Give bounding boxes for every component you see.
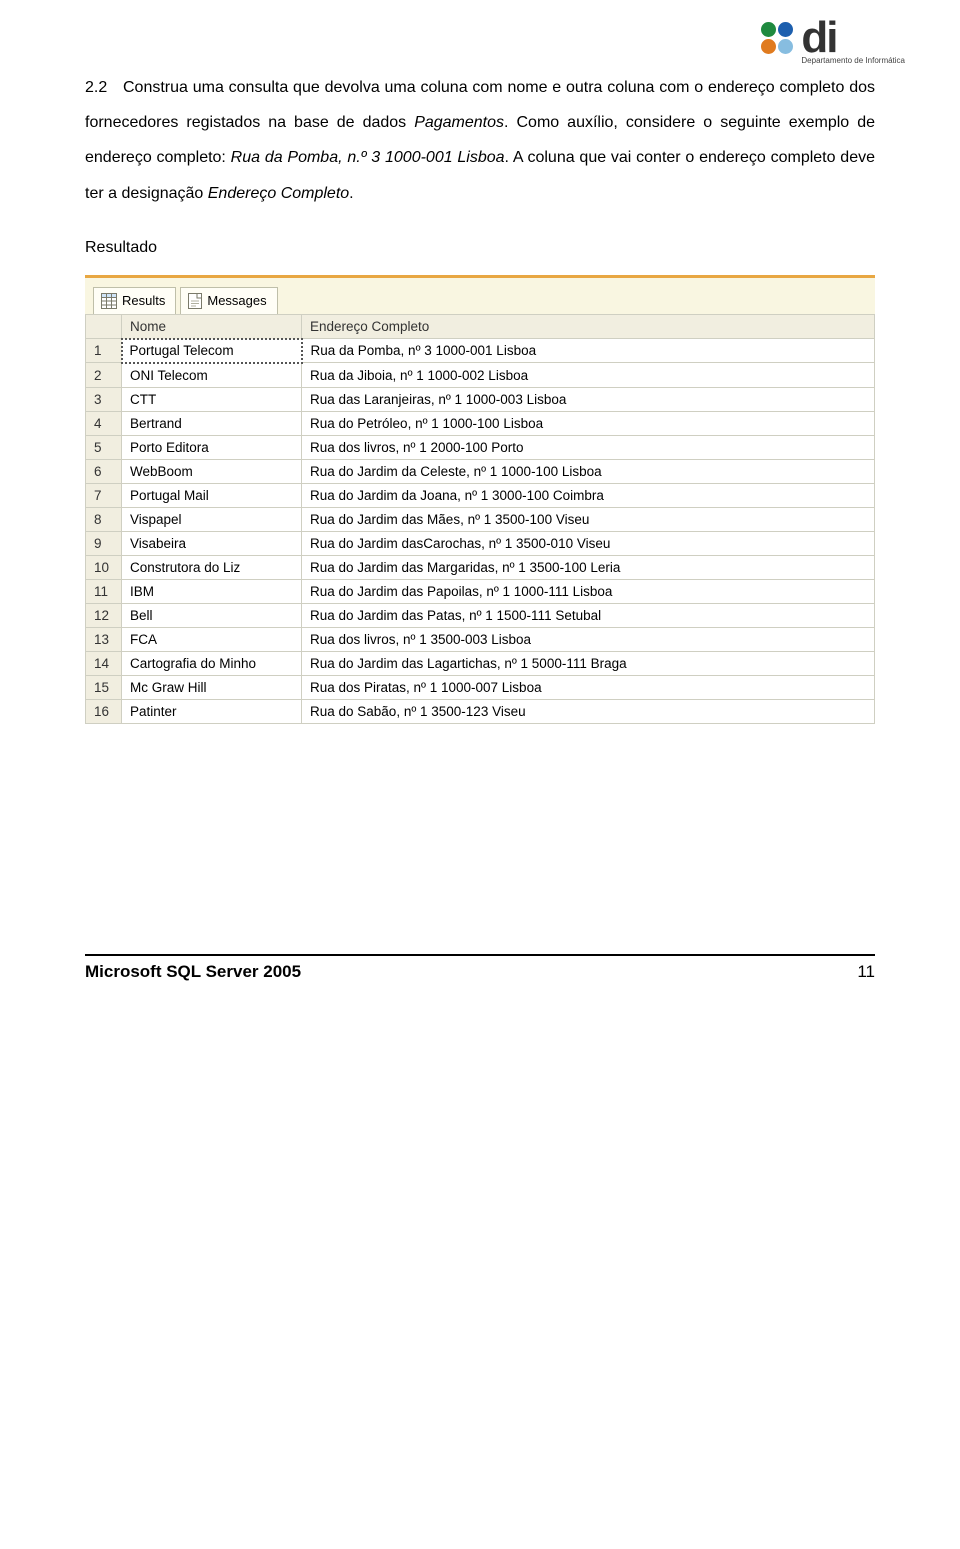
col-endereco[interactable]: Endereço Completo	[302, 314, 875, 339]
footer-page-number: 11	[857, 962, 875, 982]
resultado-heading: Resultado	[85, 239, 875, 257]
cell-endereco[interactable]: Rua do Jardim da Joana, nº 1 3000-100 Co…	[302, 483, 875, 507]
table-row: 3CTTRua das Laranjeiras, nº 1 1000-003 L…	[86, 387, 875, 411]
logo-mark	[761, 22, 795, 54]
row-number[interactable]: 2	[86, 363, 122, 388]
cell-nome[interactable]: FCA	[122, 627, 302, 651]
row-number[interactable]: 9	[86, 531, 122, 555]
table-row: 7Portugal MailRua do Jardim da Joana, nº…	[86, 483, 875, 507]
row-number[interactable]: 3	[86, 387, 122, 411]
p-i1: Pagamentos	[414, 114, 504, 131]
row-number[interactable]: 6	[86, 459, 122, 483]
page-footer: Microsoft SQL Server 2005 11	[85, 954, 875, 982]
cell-endereco[interactable]: Rua do Jardim das Mães, nº 1 3500-100 Vi…	[302, 507, 875, 531]
cell-nome[interactable]: Portugal Telecom	[122, 339, 302, 363]
cell-nome[interactable]: CTT	[122, 387, 302, 411]
p-i2: Rua da Pomba, n.º 3 1000-001 Lisboa	[231, 149, 505, 166]
cell-nome[interactable]: Construtora do Liz	[122, 555, 302, 579]
results-grid: Nome Endereço Completo 1Portugal Telecom…	[85, 314, 875, 724]
table-row: 4BertrandRua do Petróleo, nº 1 1000-100 …	[86, 411, 875, 435]
table-row: 10Construtora do LizRua do Jardim das Ma…	[86, 555, 875, 579]
header-row: Nome Endereço Completo	[86, 314, 875, 339]
cell-nome[interactable]: Patinter	[122, 699, 302, 723]
logo: di Departamento de Informática	[761, 18, 905, 65]
cell-nome[interactable]: Bell	[122, 603, 302, 627]
row-number[interactable]: 11	[86, 579, 122, 603]
results-grid-icon	[101, 293, 117, 309]
cell-nome[interactable]: Portugal Mail	[122, 483, 302, 507]
row-number[interactable]: 15	[86, 675, 122, 699]
row-number[interactable]: 7	[86, 483, 122, 507]
cell-endereco[interactable]: Rua da Pomba, nº 3 1000-001 Lisboa	[302, 339, 875, 363]
cell-nome[interactable]: ONI Telecom	[122, 363, 302, 388]
tab-results[interactable]: Results	[93, 287, 176, 314]
table-row: 16PatinterRua do Sabão, nº 1 3500-123 Vi…	[86, 699, 875, 723]
table-row: 14Cartografia do MinhoRua do Jardim das …	[86, 651, 875, 675]
p-t4: .	[349, 185, 353, 202]
col-nome[interactable]: Nome	[122, 314, 302, 339]
tab-messages[interactable]: Messages	[180, 287, 277, 314]
logo-dot-3	[761, 39, 776, 54]
p-i3: Endereço Completo	[208, 185, 349, 202]
cell-endereco[interactable]: Rua do Jardim das Patas, nº 1 1500-111 S…	[302, 603, 875, 627]
row-number[interactable]: 16	[86, 699, 122, 723]
cell-endereco[interactable]: Rua do Jardim das Margaridas, nº 1 3500-…	[302, 555, 875, 579]
ssms-results-pane: Results Messages Nome Endereço Completo …	[85, 275, 875, 724]
row-number[interactable]: 13	[86, 627, 122, 651]
table-row: 2ONI TelecomRua da Jiboia, nº 1 1000-002…	[86, 363, 875, 388]
table-row: 12BellRua do Jardim das Patas, nº 1 1500…	[86, 603, 875, 627]
cell-endereco[interactable]: Rua do Sabão, nº 1 3500-123 Viseu	[302, 699, 875, 723]
logo-big: di	[801, 18, 905, 58]
logo-dot-4	[778, 39, 793, 54]
row-number[interactable]: 4	[86, 411, 122, 435]
table-row: 1Portugal TelecomRua da Pomba, nº 3 1000…	[86, 339, 875, 363]
tab-messages-label: Messages	[207, 293, 266, 308]
row-number[interactable]: 14	[86, 651, 122, 675]
cell-endereco[interactable]: Rua do Jardim da Celeste, nº 1 1000-100 …	[302, 459, 875, 483]
footer-left: Microsoft SQL Server 2005	[85, 962, 301, 982]
cell-endereco[interactable]: Rua do Jardim das Lagartichas, nº 1 5000…	[302, 651, 875, 675]
cell-nome[interactable]: Mc Graw Hill	[122, 675, 302, 699]
cell-nome[interactable]: Visabeira	[122, 531, 302, 555]
cell-endereco[interactable]: Rua das Laranjeiras, nº 1 1000-003 Lisbo…	[302, 387, 875, 411]
logo-dot-2	[778, 22, 793, 37]
row-number[interactable]: 8	[86, 507, 122, 531]
exercise-number: 2.2	[85, 70, 123, 105]
logo-sub: Departamento de Informática	[801, 56, 905, 65]
cell-nome[interactable]: WebBoom	[122, 459, 302, 483]
table-row: 15Mc Graw HillRua dos Piratas, nº 1 1000…	[86, 675, 875, 699]
messages-page-icon	[188, 293, 202, 309]
logo-text: di Departamento de Informática	[801, 18, 905, 65]
table-row: 6WebBoomRua do Jardim da Celeste, nº 1 1…	[86, 459, 875, 483]
tab-results-label: Results	[122, 293, 165, 308]
cell-nome[interactable]: Bertrand	[122, 411, 302, 435]
row-number[interactable]: 12	[86, 603, 122, 627]
cell-endereco[interactable]: Rua dos livros, nº 1 2000-100 Porto	[302, 435, 875, 459]
exercise-text: 2.2Construa uma consulta que devolva uma…	[85, 70, 875, 211]
tabs-bar: Results Messages	[85, 278, 875, 314]
row-number[interactable]: 5	[86, 435, 122, 459]
cell-nome[interactable]: IBM	[122, 579, 302, 603]
cell-nome[interactable]: Cartografia do Minho	[122, 651, 302, 675]
cell-endereco[interactable]: Rua do Jardim das Papoilas, nº 1 1000-11…	[302, 579, 875, 603]
table-row: 11IBMRua do Jardim das Papoilas, nº 1 10…	[86, 579, 875, 603]
row-number[interactable]: 10	[86, 555, 122, 579]
logo-dot-1	[761, 22, 776, 37]
table-row: 8VispapelRua do Jardim das Mães, nº 1 35…	[86, 507, 875, 531]
cell-endereco[interactable]: Rua do Jardim dasCarochas, nº 1 3500-010…	[302, 531, 875, 555]
cell-endereco[interactable]: Rua dos livros, nº 1 3500-003 Lisboa	[302, 627, 875, 651]
table-row: 13FCARua dos livros, nº 1 3500-003 Lisbo…	[86, 627, 875, 651]
cell-nome[interactable]: Porto Editora	[122, 435, 302, 459]
col-rownum[interactable]	[86, 314, 122, 339]
table-row: 5Porto EditoraRua dos livros, nº 1 2000-…	[86, 435, 875, 459]
cell-endereco[interactable]: Rua da Jiboia, nº 1 1000-002 Lisboa	[302, 363, 875, 388]
cell-endereco[interactable]: Rua do Petróleo, nº 1 1000-100 Lisboa	[302, 411, 875, 435]
table-row: 9VisabeiraRua do Jardim dasCarochas, nº …	[86, 531, 875, 555]
row-number[interactable]: 1	[86, 339, 122, 363]
cell-endereco[interactable]: Rua dos Piratas, nº 1 1000-007 Lisboa	[302, 675, 875, 699]
cell-nome[interactable]: Vispapel	[122, 507, 302, 531]
